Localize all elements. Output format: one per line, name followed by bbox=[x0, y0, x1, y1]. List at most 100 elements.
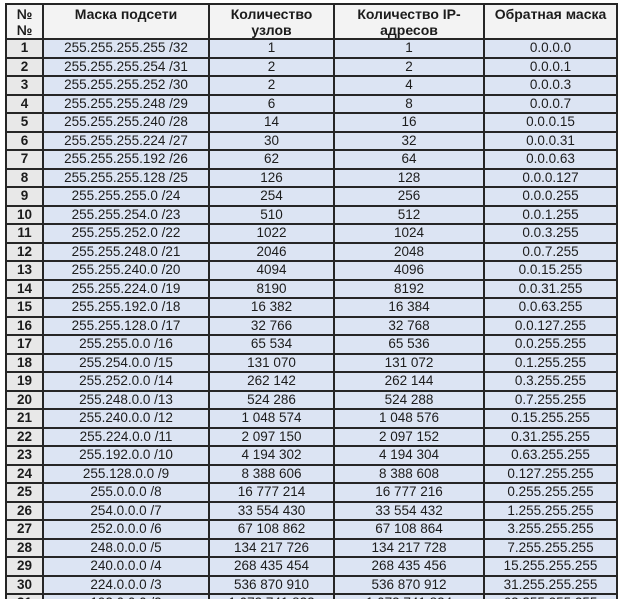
col-header-subnet-mask: Маска подсети bbox=[42, 3, 210, 40]
table-row: 5 255.255.255.240 /28 14 16 0.0.0.15 bbox=[5, 112, 618, 133]
subnet-mask-cell: 192.0.0.0 /2 bbox=[42, 593, 210, 599]
table-row: 27 252.0.0.0 /6 67 108 862 67 108 864 3.… bbox=[5, 519, 618, 540]
subnet-mask-cell: 255.128.0.0 /9 bbox=[42, 463, 210, 484]
wildcard-mask-cell: 0.0.15.255 bbox=[483, 260, 618, 281]
subnet-mask-cell: 255.255.255.252 /30 bbox=[42, 75, 210, 96]
table-row: 4 255.255.255.248 /29 6 8 0.0.0.7 bbox=[5, 93, 618, 114]
subnet-mask-cell: 255.255.192.0 /18 bbox=[42, 297, 210, 318]
wildcard-mask-cell: 0.0.0.0 bbox=[483, 38, 618, 59]
row-number-cell: 29 bbox=[5, 556, 44, 577]
wildcard-mask-cell: 15.255.255.255 bbox=[483, 556, 618, 577]
subnet-mask-cell: 248.0.0.0 /5 bbox=[42, 537, 210, 558]
hosts-count-cell: 254 bbox=[208, 186, 335, 207]
row-number-cell: 22 bbox=[5, 426, 44, 447]
hosts-count-cell: 2 bbox=[208, 56, 335, 77]
ip-count-cell: 33 554 432 bbox=[333, 500, 485, 521]
row-number-cell: 23 bbox=[5, 445, 44, 466]
wildcard-mask-cell: 3.255.255.255 bbox=[483, 519, 618, 540]
subnet-mask-cell: 255.0.0.0 /8 bbox=[42, 482, 210, 503]
table-row: 14 255.255.224.0 /19 8190 8192 0.0.31.25… bbox=[5, 278, 618, 299]
row-number-cell: 19 bbox=[5, 371, 44, 392]
row-number-cell: 4 bbox=[5, 93, 44, 114]
ip-count-cell: 131 072 bbox=[333, 352, 485, 373]
ip-count-cell: 16 777 216 bbox=[333, 482, 485, 503]
subnet-mask-cell: 255.255.255.192 /26 bbox=[42, 149, 210, 170]
row-number-cell: 21 bbox=[5, 408, 44, 429]
subnet-mask-cell: 255.255.252.0 /22 bbox=[42, 223, 210, 244]
row-number-cell: 9 bbox=[5, 186, 44, 207]
wildcard-mask-cell: 1.255.255.255 bbox=[483, 500, 618, 521]
table-row: 30 224.0.0.0 /3 536 870 910 536 870 912 … bbox=[5, 574, 618, 595]
subnet-mask-cell: 255.255.0.0 /16 bbox=[42, 334, 210, 355]
row-number-cell: 5 bbox=[5, 112, 44, 133]
ip-count-cell: 65 536 bbox=[333, 334, 485, 355]
hosts-count-cell: 1 048 574 bbox=[208, 408, 335, 429]
table-row: 29 240.0.0.0 /4 268 435 454 268 435 456 … bbox=[5, 556, 618, 577]
subnet-mask-cell: 254.0.0.0 /7 bbox=[42, 500, 210, 521]
hosts-count-cell: 134 217 726 bbox=[208, 537, 335, 558]
table-row: 10 255.255.254.0 /23 510 512 0.0.1.255 bbox=[5, 204, 618, 225]
wildcard-mask-cell: 0.0.63.255 bbox=[483, 297, 618, 318]
row-number-cell: 16 bbox=[5, 315, 44, 336]
ip-count-cell: 524 288 bbox=[333, 389, 485, 410]
ip-count-cell: 8 bbox=[333, 93, 485, 114]
subnet-mask-cell: 255.248.0.0 /13 bbox=[42, 389, 210, 410]
hosts-count-cell: 6 bbox=[208, 93, 335, 114]
table-row: 24 255.128.0.0 /9 8 388 606 8 388 608 0.… bbox=[5, 463, 618, 484]
table-row: 11 255.255.252.0 /22 1022 1024 0.0.3.255 bbox=[5, 223, 618, 244]
ip-count-cell: 1 bbox=[333, 38, 485, 59]
wildcard-mask-cell: 0.0.1.255 bbox=[483, 204, 618, 225]
subnet-mask-cell: 255.255.254.0 /23 bbox=[42, 204, 210, 225]
row-number-cell: 17 bbox=[5, 334, 44, 355]
hosts-count-cell: 62 bbox=[208, 149, 335, 170]
hosts-count-cell: 4 194 302 bbox=[208, 445, 335, 466]
row-number-cell: 24 bbox=[5, 463, 44, 484]
wildcard-mask-cell: 0.0.3.255 bbox=[483, 223, 618, 244]
table-row: 13 255.255.240.0 /20 4094 4096 0.0.15.25… bbox=[5, 260, 618, 281]
table-row: 23 255.192.0.0 /10 4 194 302 4 194 304 0… bbox=[5, 445, 618, 466]
col-header-wildcard-mask: Обратная маска bbox=[483, 3, 618, 40]
row-number-cell: 8 bbox=[5, 167, 44, 188]
row-number-cell: 6 bbox=[5, 130, 44, 151]
hosts-count-cell: 4094 bbox=[208, 260, 335, 281]
table-row: 8 255.255.255.128 /25 126 128 0.0.0.127 bbox=[5, 167, 618, 188]
ip-count-cell: 1024 bbox=[333, 223, 485, 244]
ip-count-cell: 134 217 728 bbox=[333, 537, 485, 558]
wildcard-mask-cell: 0.0.255.255 bbox=[483, 334, 618, 355]
hosts-count-cell: 536 870 910 bbox=[208, 574, 335, 595]
subnet-mask-cell: 255.255.248.0 /21 bbox=[42, 241, 210, 262]
table-body: 1 255.255.255.255 /32 1 1 0.0.0.0 2 255.… bbox=[5, 38, 618, 599]
wildcard-mask-cell: 0.127.255.255 bbox=[483, 463, 618, 484]
table-row: 1 255.255.255.255 /32 1 1 0.0.0.0 bbox=[5, 38, 618, 59]
hosts-count-cell: 14 bbox=[208, 112, 335, 133]
subnet-mask-cell: 255.255.240.0 /20 bbox=[42, 260, 210, 281]
header-row: №№ Маска подсети Количество узлов Количе… bbox=[5, 3, 618, 40]
ip-count-cell: 8 388 608 bbox=[333, 463, 485, 484]
hosts-count-cell: 16 777 214 bbox=[208, 482, 335, 503]
subnet-mask-cell: 255.255.255.254 /31 bbox=[42, 56, 210, 77]
subnet-mask-cell: 252.0.0.0 /6 bbox=[42, 519, 210, 540]
table-row: 7 255.255.255.192 /26 62 64 0.0.0.63 bbox=[5, 149, 618, 170]
subnet-mask-cell: 255.255.255.128 /25 bbox=[42, 167, 210, 188]
wildcard-mask-cell: 0.255.255.255 bbox=[483, 482, 618, 503]
row-number-cell: 7 bbox=[5, 149, 44, 170]
table-row: 18 255.254.0.0 /15 131 070 131 072 0.1.2… bbox=[5, 352, 618, 373]
table-row: 22 255.224.0.0 /11 2 097 150 2 097 152 0… bbox=[5, 426, 618, 447]
table-header: №№ Маска подсети Количество узлов Количе… bbox=[5, 3, 618, 40]
ip-count-cell: 128 bbox=[333, 167, 485, 188]
ip-count-cell: 16 384 bbox=[333, 297, 485, 318]
subnet-mask-cell: 255.255.255.255 /32 bbox=[42, 38, 210, 59]
table-row: 26 254.0.0.0 /7 33 554 430 33 554 432 1.… bbox=[5, 500, 618, 521]
table-row: 6 255.255.255.224 /27 30 32 0.0.0.31 bbox=[5, 130, 618, 151]
table-row: 3 255.255.255.252 /30 2 4 0.0.0.3 bbox=[5, 75, 618, 96]
table-row: 21 255.240.0.0 /12 1 048 574 1 048 576 0… bbox=[5, 408, 618, 429]
row-number-cell: 31 bbox=[5, 593, 44, 599]
table-row: 20 255.248.0.0 /13 524 286 524 288 0.7.2… bbox=[5, 389, 618, 410]
row-number-cell: 11 bbox=[5, 223, 44, 244]
row-number-cell: 10 bbox=[5, 204, 44, 225]
subnet-mask-cell: 255.255.128.0 /17 bbox=[42, 315, 210, 336]
hosts-count-cell: 1 073 741 822 bbox=[208, 593, 335, 599]
table-row: 15 255.255.192.0 /18 16 382 16 384 0.0.6… bbox=[5, 297, 618, 318]
subnet-mask-cell: 240.0.0.0 /4 bbox=[42, 556, 210, 577]
